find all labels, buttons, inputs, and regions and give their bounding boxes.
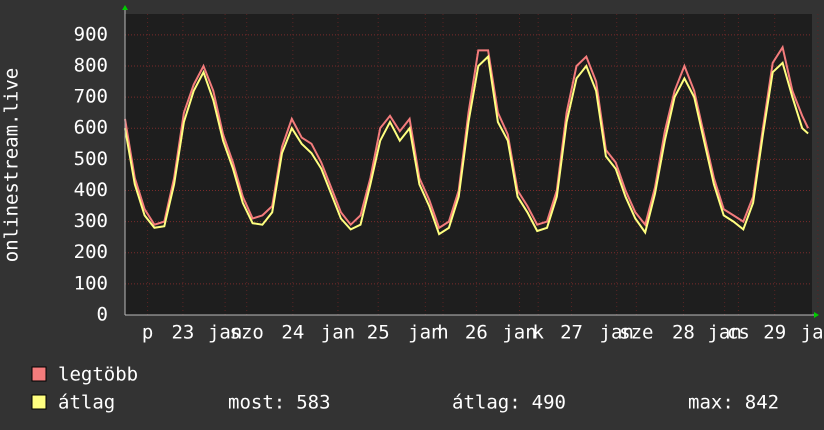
y-tick-label: 700 <box>74 86 108 108</box>
x-tick-label: jan <box>801 322 824 344</box>
y-tick-label: 500 <box>74 148 108 170</box>
y-tick-label: 300 <box>74 210 108 232</box>
y-axis-label: onlinestream.live <box>1 68 23 262</box>
y-tick-label: 800 <box>74 54 108 76</box>
y-tick-label: 200 <box>74 241 108 263</box>
stat-value: 842 <box>745 392 779 414</box>
stat-label: max: <box>688 392 734 414</box>
x-tick-label: jan <box>502 322 536 344</box>
x-tick-label: sze <box>619 322 653 344</box>
y-tick-label: 900 <box>74 23 108 45</box>
x-axis-arrow <box>814 312 819 318</box>
x-tick-label: 25 <box>367 322 390 344</box>
stat-value: 490 <box>532 392 566 414</box>
stat-label: most: <box>228 392 285 414</box>
stat-label: átlag: <box>452 392 521 414</box>
x-tick-label: 23 <box>171 322 194 344</box>
x-tick-label: k <box>532 322 544 344</box>
x-tick-label: jan <box>600 322 634 344</box>
x-tick-label: 27 <box>560 322 583 344</box>
x-tick-label: 29 <box>763 322 786 344</box>
x-tick-label: jan <box>321 322 355 344</box>
x-tick-label: 24 <box>281 322 304 344</box>
plot-area <box>125 14 812 315</box>
series-line <box>124 54 809 236</box>
y-tick-label: 400 <box>74 179 108 201</box>
legend-swatch <box>31 366 47 382</box>
x-tick-label: h <box>437 322 448 344</box>
legend-label: átlag <box>58 392 115 414</box>
x-tick-label: cs <box>727 322 750 344</box>
x-tick-label: p <box>142 322 153 344</box>
x-tick-label: jan <box>208 322 242 344</box>
legend-label: legtöbb <box>58 364 138 386</box>
x-tick-label: jan <box>707 322 741 344</box>
legend-swatch <box>31 394 47 410</box>
series-line <box>124 44 810 230</box>
x-tick-label: 28 <box>672 322 695 344</box>
y-tick-label: 100 <box>74 272 108 294</box>
x-tick-label: szo <box>230 322 264 344</box>
y-axis-arrow <box>122 5 128 10</box>
x-tick-label: jan <box>408 322 442 344</box>
x-tick-label: 26 <box>465 322 488 344</box>
y-tick-label: 0 <box>97 304 108 326</box>
stat-value: 583 <box>296 392 330 414</box>
y-tick-label: 600 <box>74 117 108 139</box>
